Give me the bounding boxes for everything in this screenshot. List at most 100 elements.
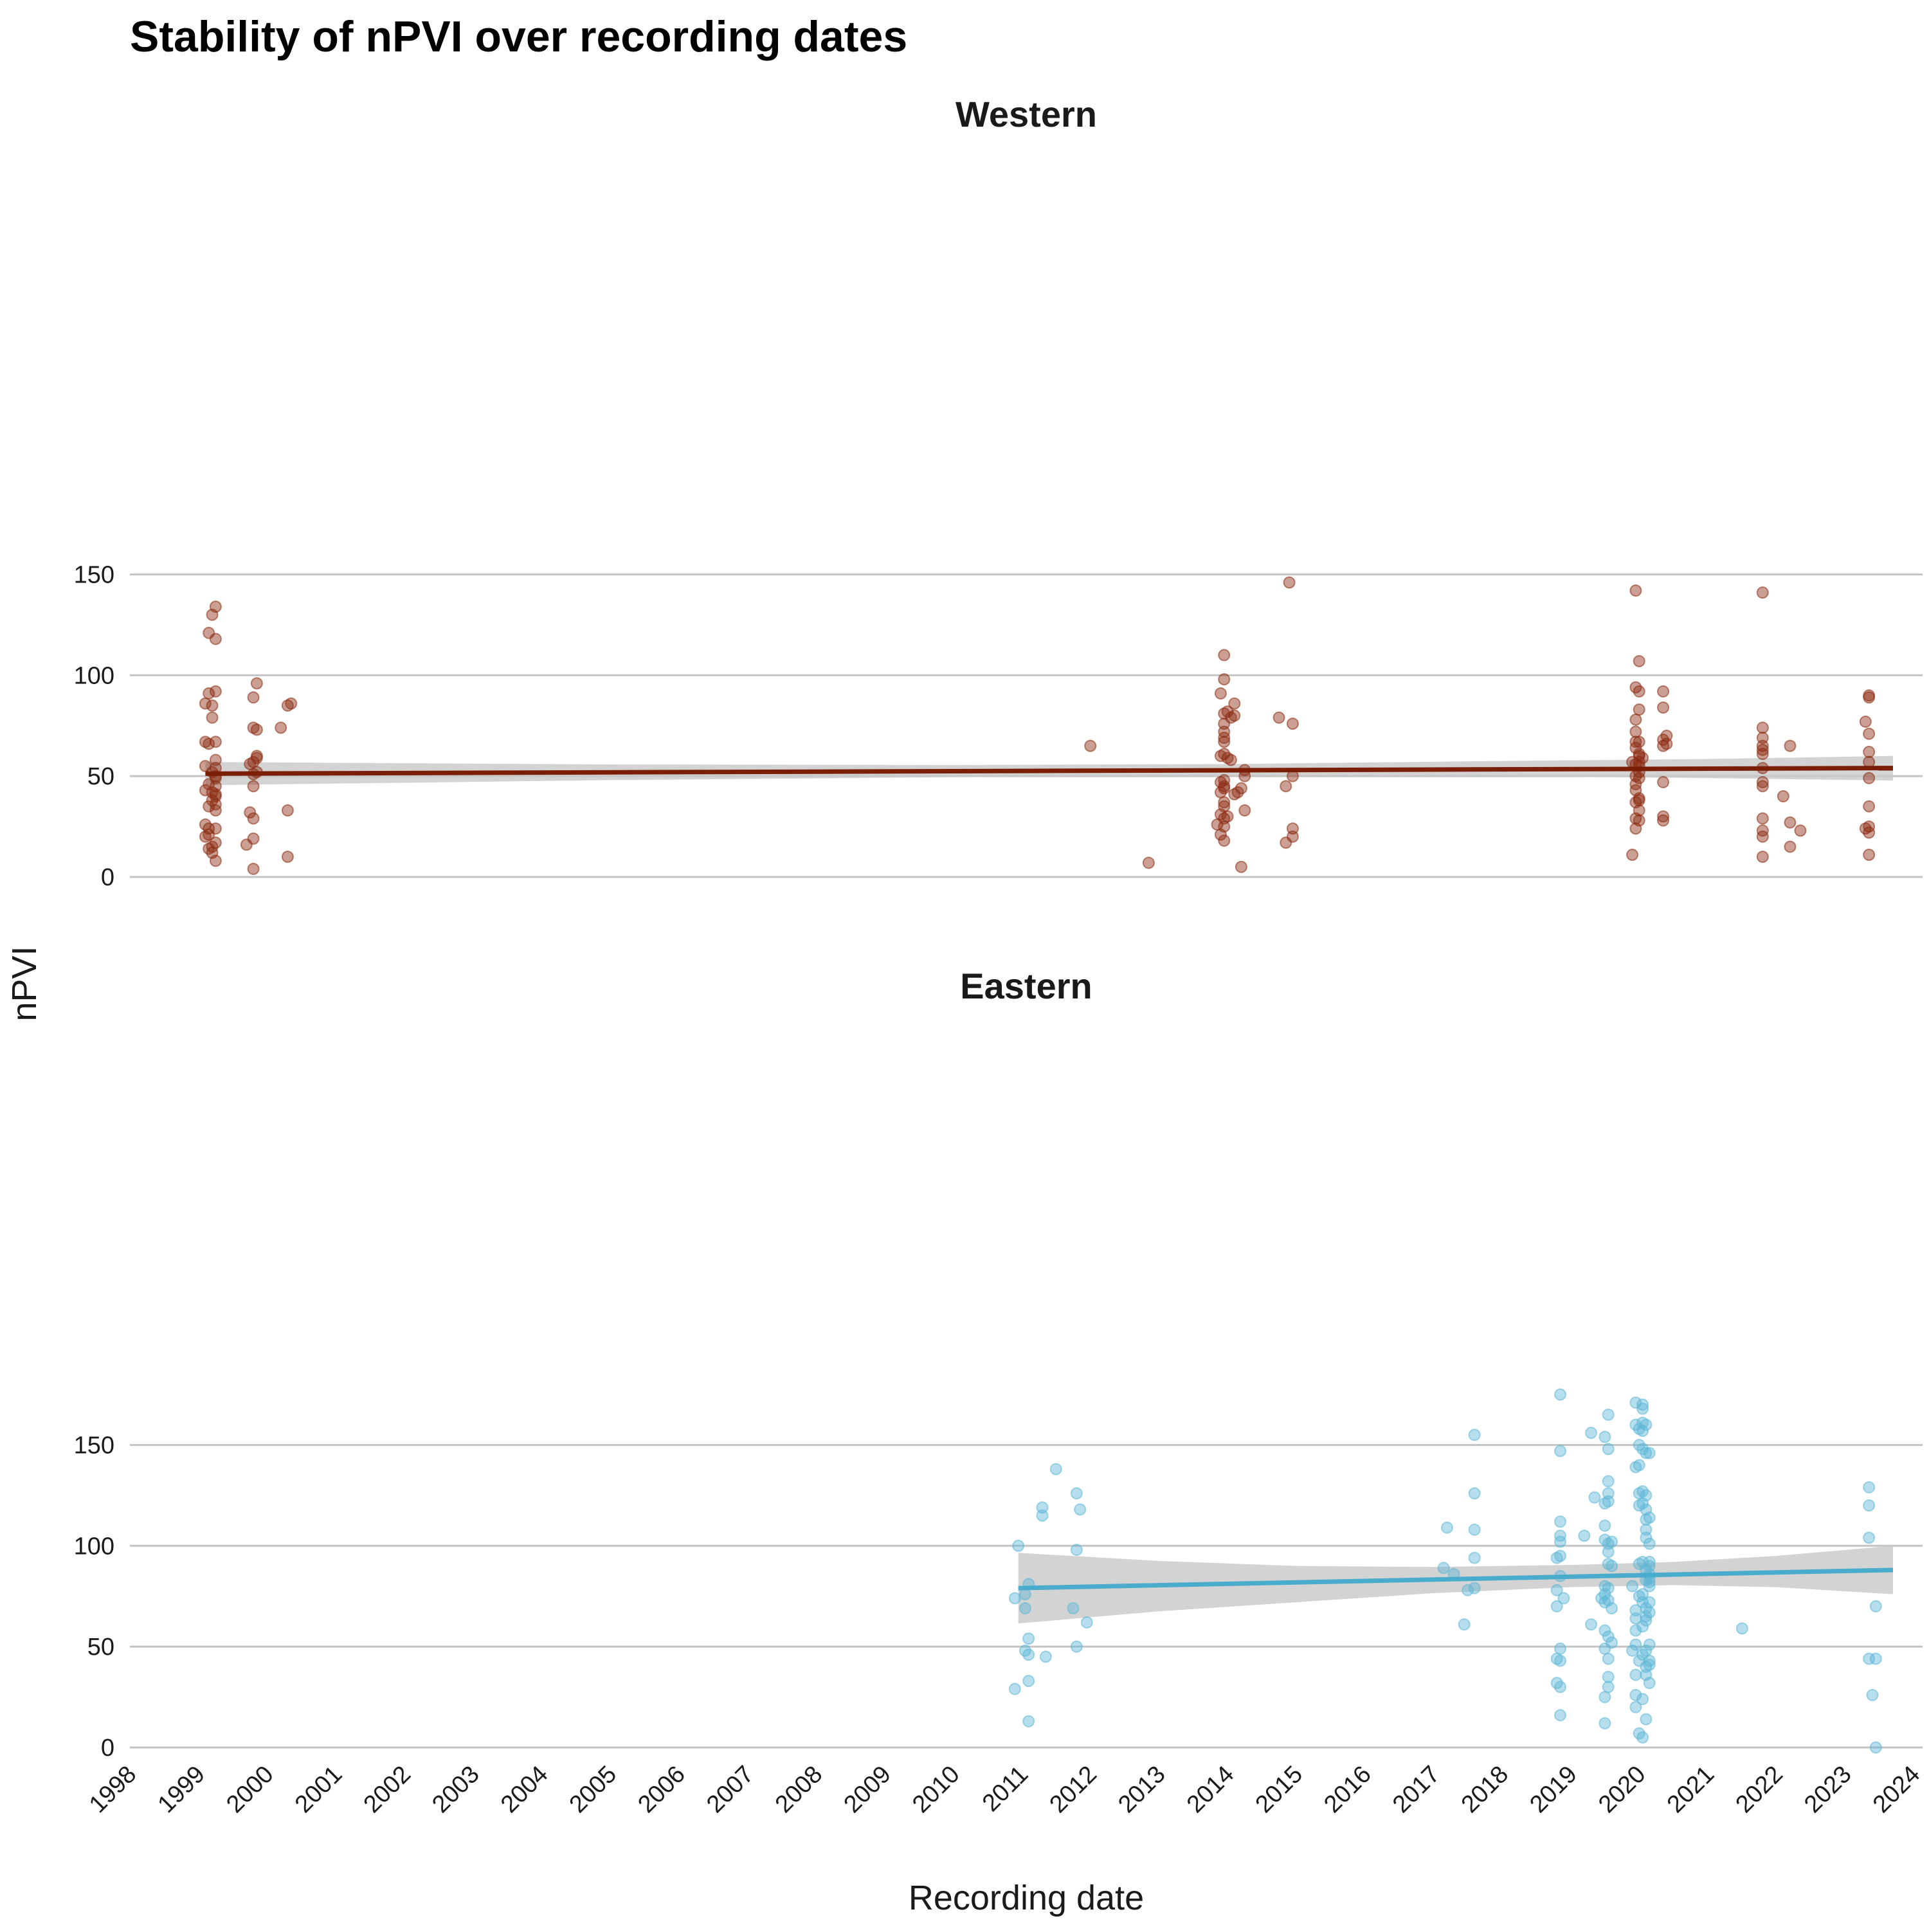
data-point	[1633, 772, 1645, 784]
data-point	[1869, 1652, 1882, 1665]
data-point	[1863, 1499, 1876, 1512]
data-point	[1636, 1424, 1649, 1437]
data-point	[1554, 1445, 1567, 1458]
data-point	[1224, 754, 1237, 766]
data-point	[1636, 1731, 1649, 1744]
panel-eastern: 0 50 100 150	[74, 1388, 1923, 1762]
data-point	[1437, 1562, 1450, 1575]
data-point	[1598, 1624, 1611, 1637]
data-point	[1640, 1713, 1653, 1726]
data-point	[1643, 1580, 1656, 1593]
data-point	[1070, 1640, 1083, 1653]
data-point	[1218, 736, 1231, 748]
x-tick-label: 2011	[977, 1761, 1033, 1817]
data-point	[1598, 1431, 1611, 1443]
data-point	[1228, 709, 1241, 722]
data-point	[1022, 1674, 1035, 1687]
data-point	[1629, 1688, 1642, 1701]
data-point	[1280, 836, 1292, 849]
data-point	[1636, 1693, 1649, 1706]
data-point	[1602, 1475, 1615, 1488]
data-point	[1657, 739, 1670, 752]
data-point	[1606, 1602, 1618, 1615]
data-point	[1557, 1592, 1570, 1605]
x-tick-label: 2022	[1730, 1761, 1788, 1818]
data-point	[1629, 713, 1642, 726]
data-point	[209, 685, 222, 698]
data-point	[1228, 788, 1241, 800]
data-point	[1784, 840, 1797, 853]
data-point	[1626, 848, 1639, 861]
x-tick-label: 2021	[1662, 1761, 1719, 1818]
data-point	[1554, 1709, 1567, 1722]
x-axis-title: Recording date	[909, 1879, 1144, 1917]
data-point	[1636, 1402, 1649, 1415]
data-point	[1863, 1531, 1876, 1544]
data-point	[1585, 1427, 1598, 1440]
data-point	[1588, 1491, 1601, 1504]
data-point	[1598, 1519, 1611, 1532]
x-tick-label: 2013	[1113, 1761, 1170, 1818]
data-point	[1554, 1535, 1567, 1548]
data-point	[1468, 1429, 1481, 1441]
panel-western: 0 50 100 150	[74, 561, 1923, 891]
data-point	[1756, 586, 1769, 599]
data-point	[1863, 746, 1876, 759]
data-point	[1008, 1683, 1021, 1695]
data-point	[1598, 1717, 1611, 1729]
data-point	[1218, 649, 1231, 662]
data-point	[1633, 1499, 1645, 1512]
x-tick-label: 2024	[1868, 1761, 1925, 1818]
data-point	[209, 600, 222, 613]
x-tick-label: 2019	[1525, 1761, 1582, 1818]
data-point	[1629, 584, 1642, 597]
x-tick-label: 2002	[359, 1761, 416, 1818]
data-point	[1235, 860, 1247, 873]
data-point	[1554, 1388, 1567, 1401]
data-point	[199, 784, 212, 797]
data-point	[1238, 804, 1251, 817]
data-point	[1070, 1544, 1083, 1557]
data-point	[285, 697, 298, 710]
data-point	[1640, 1418, 1653, 1431]
data-point	[1080, 1616, 1093, 1629]
data-point	[1598, 1497, 1611, 1510]
data-point	[1633, 1590, 1645, 1603]
y-tick-label: 150	[74, 561, 114, 588]
data-point	[244, 806, 257, 819]
data-point	[1602, 1681, 1615, 1693]
data-point	[1794, 824, 1807, 837]
data-point	[1550, 1584, 1563, 1596]
x-tick-label: 2008	[770, 1761, 828, 1818]
x-tick-label: 2018	[1456, 1761, 1514, 1818]
chart-title: Stability of nPVI over recording dates	[130, 12, 907, 61]
data-point	[1629, 1461, 1642, 1474]
data-point	[1756, 830, 1769, 843]
x-tick-label: 2010	[907, 1761, 964, 1818]
data-point	[1633, 655, 1645, 667]
x-tick-label: 2009	[838, 1761, 896, 1818]
data-point	[1640, 1447, 1653, 1459]
data-point	[1012, 1539, 1025, 1552]
data-point	[1633, 703, 1645, 716]
panel-title-eastern: Eastern	[960, 966, 1092, 1006]
data-point	[1578, 1530, 1591, 1542]
data-point	[1735, 1622, 1748, 1635]
data-point	[209, 854, 222, 867]
data-point	[1606, 1560, 1618, 1573]
data-point	[1218, 796, 1231, 809]
x-tick-label: 2001	[290, 1761, 347, 1818]
data-point	[1756, 721, 1769, 734]
data-point	[1629, 1624, 1642, 1637]
data-point	[1756, 748, 1769, 761]
data-point	[209, 804, 222, 817]
data-point	[1863, 755, 1876, 768]
data-point	[1019, 1602, 1031, 1615]
data-point	[1657, 776, 1670, 789]
y-tick-label: 100	[74, 1533, 114, 1560]
data-point	[1863, 848, 1876, 861]
data-point	[1784, 739, 1797, 752]
data-point	[206, 711, 219, 724]
data-point	[247, 812, 260, 825]
